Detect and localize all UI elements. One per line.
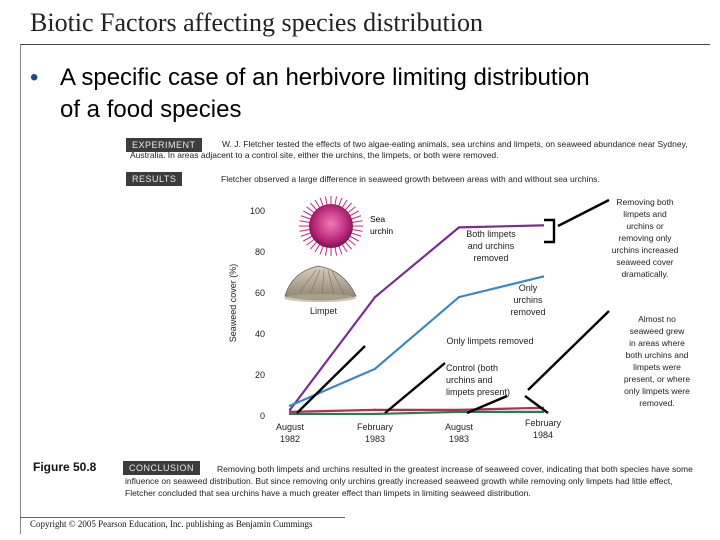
bullet-text: A specific case of an herbivore limiting…	[60, 64, 590, 123]
pointer-line	[384, 362, 446, 414]
series-point	[457, 408, 461, 412]
conclusion-text: Removing both limpets and urchins result…	[125, 464, 693, 498]
x-tick-label: 1983	[449, 434, 469, 444]
series-label: Only limpets removed	[446, 336, 533, 346]
annotation-bottom: Almost no	[638, 314, 676, 324]
x-tick-label: February	[525, 418, 562, 428]
annotation-bottom: in areas where	[629, 338, 685, 348]
annotation-bottom: both urchins and	[626, 350, 689, 360]
pointer-line	[524, 395, 549, 414]
series-point	[288, 410, 292, 414]
x-tick-label: 1982	[280, 434, 300, 444]
urchin-label-line2: urchin	[370, 226, 393, 236]
series-label: urchins	[513, 295, 543, 305]
series-point	[541, 224, 545, 227]
series-line	[289, 275, 544, 407]
x-tick-label: February	[357, 422, 394, 432]
copyright-text: Copyright © 2005 Pearson Education, Inc.…	[30, 519, 313, 529]
series-point	[373, 367, 377, 371]
conclusion-tag: CONCLUSION	[123, 461, 201, 475]
y-tick-label: 80	[255, 247, 265, 257]
series-line	[289, 224, 544, 411]
series-line	[289, 406, 544, 413]
results-text: Fletcher observed a large difference in …	[221, 174, 600, 184]
series-label: Only	[519, 283, 538, 293]
series-point	[288, 412, 292, 416]
pointer-line	[527, 310, 610, 391]
series-point	[541, 410, 545, 414]
series-point	[457, 410, 461, 414]
limpet-label: Limpet	[310, 306, 338, 316]
experiment-tag: EXPERIMENT	[126, 138, 202, 152]
series-point	[541, 275, 545, 278]
limpet-icon	[284, 265, 357, 302]
left-divider	[20, 44, 21, 534]
series-label: Both limpets	[466, 229, 516, 239]
y-axis-label: Seaweed cover (%)	[228, 264, 238, 343]
figure-label: Figure 50.8	[33, 460, 97, 474]
bracket-line	[544, 218, 556, 244]
annotation-top: limpets and	[623, 209, 667, 219]
slide-title: Biotic Factors affecting species distrib…	[30, 8, 483, 37]
series-label: urchins and	[446, 375, 493, 385]
series-point	[288, 408, 292, 412]
x-tick-label: August	[276, 422, 305, 432]
series-point	[373, 295, 377, 299]
y-tick-label: 60	[255, 288, 265, 298]
series-label: and urchins	[468, 241, 515, 251]
series-label: Control (both	[446, 363, 498, 373]
x-tick-label: 1984	[533, 430, 553, 440]
annotation-bottom: only limpets were	[624, 386, 690, 396]
series-point	[373, 408, 377, 412]
annotation-top: urchins or	[626, 221, 663, 231]
annotation-top: seaweed cover	[616, 257, 673, 267]
series-line	[290, 410, 543, 416]
sea-urchin-icon	[299, 196, 363, 256]
x-tick-label: August	[445, 422, 474, 432]
footer-divider	[20, 517, 345, 518]
x-tick-label: 1983	[365, 434, 385, 444]
annotation-bottom: limpets were	[633, 362, 681, 372]
y-tick-label: 40	[255, 329, 265, 339]
pointer-line	[466, 394, 508, 415]
annotation-top: removing only	[619, 233, 673, 243]
series-label: limpets present)	[446, 387, 510, 397]
pointer-line	[296, 345, 366, 414]
y-tick-label: 20	[255, 370, 265, 380]
series-point	[457, 226, 461, 229]
annotation-top: Removing both	[616, 197, 673, 207]
urchin-label-line1: Sea	[370, 214, 385, 224]
series-point	[288, 404, 292, 407]
series-label: removed	[473, 253, 508, 263]
series-point	[373, 412, 377, 416]
series-point	[457, 295, 461, 299]
pointer-line	[557, 198, 610, 228]
title-divider	[20, 44, 710, 45]
annotation-top: urchins increased	[612, 245, 679, 255]
annotation-top: dramatically.	[621, 269, 668, 279]
results-tag: RESULTS	[126, 172, 183, 186]
y-tick-label: 0	[260, 411, 265, 421]
annotation-bottom: removed.	[639, 398, 674, 408]
series-label: removed	[510, 307, 545, 317]
bullet-icon: •	[30, 64, 39, 91]
experiment-text: W. J. Fletcher tested the effects of two…	[130, 139, 688, 160]
annotation-bottom: seaweed grew	[630, 326, 686, 336]
y-tick-label: 100	[250, 206, 265, 216]
annotation-bottom: present, or where	[624, 374, 690, 384]
